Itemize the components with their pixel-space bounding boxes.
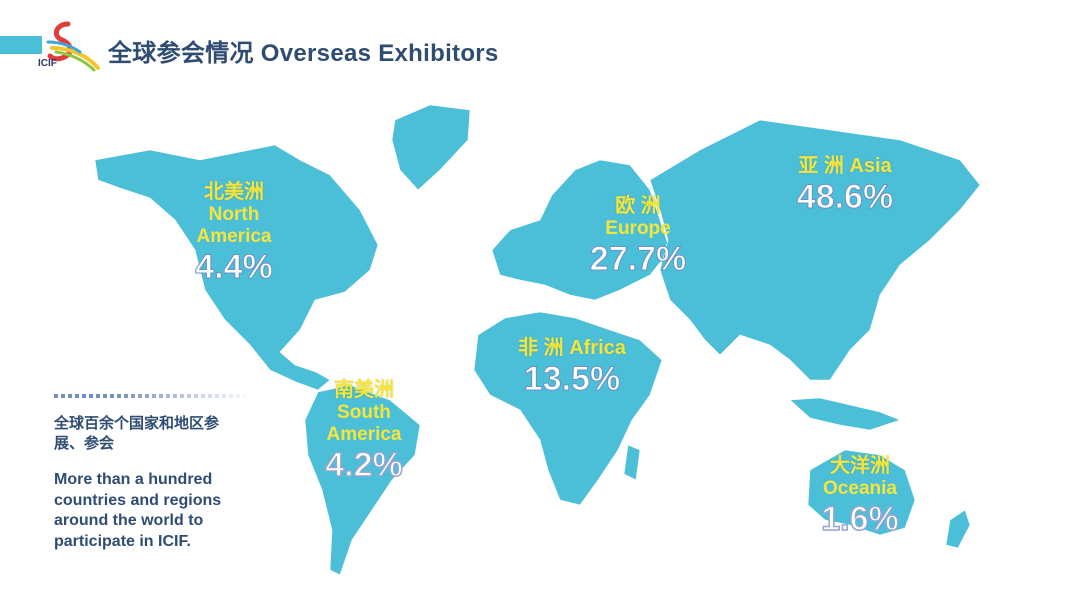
south-america-percent: 4.2% [325,445,404,485]
europe-percent: 27.7% [589,240,687,279]
south-america-en-1: South [337,402,391,423]
dotted-divider [54,394,254,398]
europe-shape [491,159,671,301]
africa-percent: 13.5% [523,360,621,399]
new-zealand-shape [945,509,971,549]
south-america-shape [304,384,421,576]
north-america-percent: 4.4% [195,248,274,287]
indonesia-shape [789,397,901,431]
europe-en: Europe [605,218,671,239]
oceania-cn: 大洋洲 [830,455,890,477]
oceania-percent: 1.6% [821,499,900,539]
australia-shape [807,449,916,536]
asia-label: 亚 洲 Asia [798,155,892,177]
note-chinese: 全球百余个国家和地区参展、参会 [54,415,220,452]
region-asia: 亚 洲 Asia 48.6% [780,154,910,217]
africa-shape [473,311,663,506]
north-america-cn: 北美洲 [204,181,264,203]
north-america-en-2: America [196,226,272,247]
note-english: More than a hundred countries and region… [54,471,222,550]
header-accent-bar [0,36,42,54]
logo-text: ICIF [38,58,57,69]
icif-logo [46,21,100,72]
south-america-cn: 南美洲 [334,379,394,401]
north-america-shape [94,144,379,391]
north-america-en-1: North [208,204,260,225]
greenland-shape [391,104,471,191]
madagascar-shape [623,444,641,481]
region-north-america: 北美洲 North America 4.4% [176,180,292,287]
region-africa: 非 洲 Africa 13.5% [498,336,646,399]
africa-label: 非 洲 Africa [518,337,626,359]
europe-cn: 欧 洲 [615,195,661,217]
page-title: 全球参会情况 Overseas Exhibitors [108,40,499,67]
oceania-en: Oceania [823,478,897,499]
region-europe: 欧 洲 Europe 27.7% [578,194,698,279]
asia-shape [649,119,981,381]
asia-percent: 48.6% [796,178,894,217]
region-oceania: 大洋洲 Oceania 1.6% [808,454,912,539]
south-america-en-2: America [326,424,402,445]
region-south-america: 南美洲 South America 4.2% [310,378,418,485]
